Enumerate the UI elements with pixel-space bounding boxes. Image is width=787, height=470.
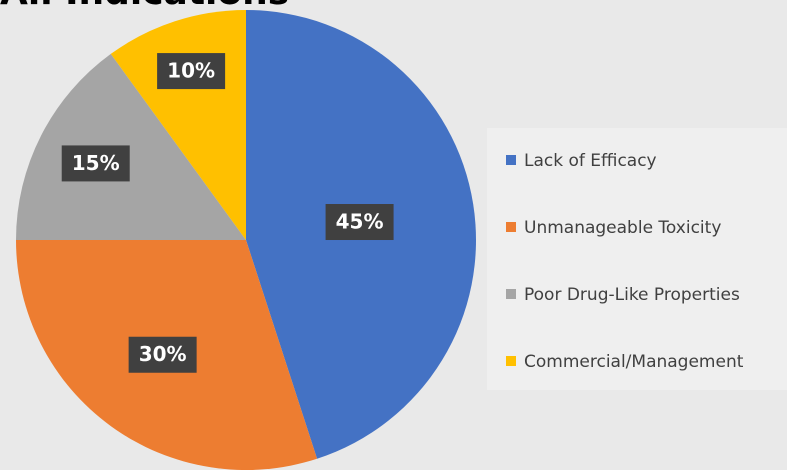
- data-label: 15%: [72, 151, 120, 175]
- data-label-box: [128, 336, 197, 373]
- legend-swatch: [506, 289, 516, 299]
- legend-box: [487, 128, 787, 390]
- legend-swatch: [506, 222, 516, 232]
- data-label: 10%: [167, 59, 215, 83]
- data-label-box: [157, 53, 226, 90]
- legend-swatch: [506, 356, 516, 366]
- data-label-box: [325, 204, 394, 241]
- legend-label: Poor Drug-Like Properties: [524, 285, 740, 305]
- chart-title: All Indications: [0, 0, 289, 13]
- legend-swatch: [506, 155, 516, 165]
- legend-label: Lack of Efficacy: [524, 151, 657, 171]
- data-label: 45%: [336, 210, 384, 234]
- legend-label: Commercial/Management: [524, 352, 744, 372]
- data-label: 30%: [139, 342, 187, 366]
- legend-label: Unmanageable Toxicity: [524, 218, 721, 238]
- data-label-box: [61, 145, 130, 182]
- pie-slice: [16, 53, 246, 241]
